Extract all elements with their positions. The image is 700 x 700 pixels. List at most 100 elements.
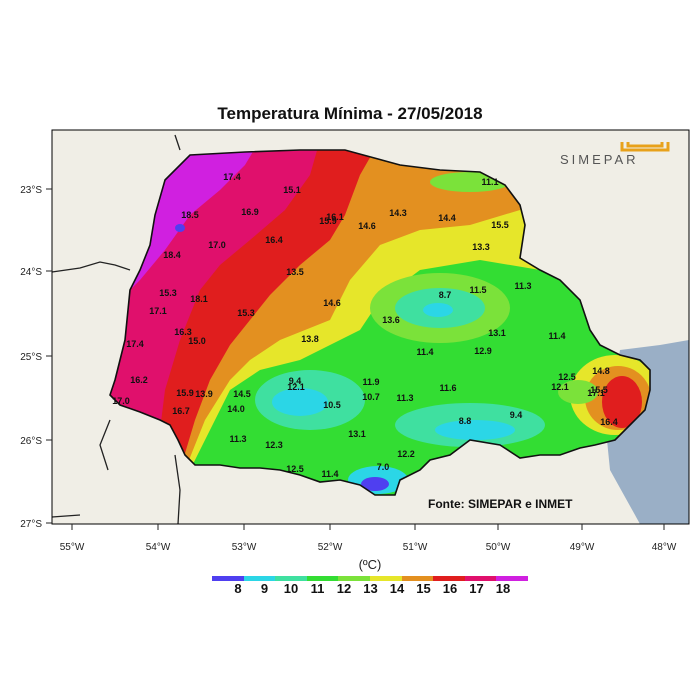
station-value: 13.1 (348, 429, 366, 439)
station-value: 12.2 (397, 449, 415, 459)
x-axis-label: 54°W (146, 542, 171, 553)
legend-tick-label: 16 (442, 581, 458, 596)
station-value: 12.5 (558, 372, 576, 382)
station-value: 11.6 (439, 383, 456, 393)
legend-unit: (ºC) (358, 557, 382, 572)
y-axis-label: 26°S (20, 436, 42, 447)
station-value: 9.4 (289, 376, 302, 386)
legend-swatch (464, 576, 497, 581)
station-value: 14.3 (389, 208, 407, 218)
station-value: 10.7 (362, 392, 380, 402)
station-value: 18.5 (181, 210, 199, 220)
station-value: 12.1 (287, 382, 305, 392)
station-value: 11.4 (548, 331, 565, 341)
station-value: 16.3 (174, 327, 192, 337)
x-axis-label: 55°W (60, 542, 85, 553)
station-value: 13.5 (286, 267, 304, 277)
station-value: 14.6 (358, 221, 376, 231)
state-borders (51, 134, 181, 525)
station-value: 7.0 (377, 462, 390, 472)
legend-tick-label: 14 (389, 581, 405, 596)
legend-swatch (433, 576, 465, 581)
station-value: 8.7 (439, 290, 452, 300)
station-value: 15.9 (319, 216, 337, 226)
station-value: 11.3 (396, 393, 413, 403)
legend-tick-label: 13 (363, 581, 378, 596)
map-frame (51, 129, 690, 525)
legend-tick-label: 11 (310, 581, 325, 596)
station-value: 15.5 (491, 220, 509, 230)
station-value: 15.3 (159, 288, 177, 298)
station-value: 9.4 (510, 410, 523, 420)
station-value: 14.0 (227, 404, 245, 414)
station-value: 13.6 (382, 315, 400, 325)
parana-outline (109, 149, 651, 496)
station-value: 13.3 (472, 242, 490, 252)
station-value: 11.4 (321, 469, 338, 479)
station-value: 10.5 (323, 400, 341, 410)
y-axis-label: 27°S (20, 519, 42, 530)
legend-tick-label: 10 (283, 581, 299, 596)
station-value: 14.4 (438, 213, 456, 223)
legend-colorbar (212, 576, 528, 581)
station-value: 15.3 (237, 308, 255, 318)
legend-swatch (275, 576, 307, 581)
station-value: 11.3 (514, 281, 531, 291)
station-value: 16.9 (241, 207, 259, 217)
legend-swatch (496, 576, 528, 581)
station-value: 15.5 (590, 385, 608, 395)
legend-swatch (212, 576, 244, 581)
legend-tick-label: 8 (234, 581, 242, 596)
legend-tick-label: 18 (495, 581, 511, 596)
y-axis: 23°S 24°S 25°S 26°S 27°S (20, 185, 52, 530)
x-axis-label: 50°W (486, 542, 511, 553)
station-value: 18.4 (163, 250, 181, 260)
legend-swatch (338, 576, 370, 581)
station-value: 11.3 (229, 434, 246, 444)
y-axis-label: 24°S (20, 267, 42, 278)
legend-tick-label: 17 (469, 581, 484, 596)
station-value: 16.4 (265, 235, 283, 245)
legend-swatch (369, 576, 402, 581)
legend-tick-label: 12 (336, 581, 352, 596)
y-axis-label: 25°S (20, 352, 42, 363)
legend-tick-label: 15 (416, 581, 431, 596)
station-value: 15.9 (176, 388, 194, 398)
x-axis: 55°W 54°W 53°W 52°W 51°W 50°W 49°W 48°W (60, 524, 677, 553)
station-value: 17.1 (149, 306, 167, 316)
station-value: 13.8 (301, 334, 319, 344)
x-axis-label: 51°W (403, 542, 428, 553)
station-value: 14.5 (233, 389, 251, 399)
station-value: 15.1 (283, 185, 301, 195)
station-value: 11.4 (416, 347, 433, 357)
station-value: 12.9 (474, 346, 492, 356)
y-axis-label: 23°S (20, 185, 42, 196)
station-value: 8.8 (459, 416, 472, 426)
station-value: 14.8 (592, 366, 610, 376)
legend-swatch (243, 576, 276, 581)
x-axis-label: 49°W (570, 542, 595, 553)
legend-swatch (401, 576, 434, 581)
logo-text: SIMEPAR (560, 152, 639, 167)
station-value: 16.7 (172, 406, 190, 416)
station-labels: 17.415.116.9 16.115.914.3 14.415.514.618.5… (112, 172, 618, 479)
simepar-logo: SIMEPAR (560, 140, 676, 170)
map-title: Temperatura Mínima - 27/05/2018 (217, 104, 483, 123)
station-value: 11.5 (469, 285, 486, 295)
x-axis-label: 48°W (652, 542, 677, 553)
legend-ticks: 8 9 10 11 12 13 14 15 16 17 18 (212, 581, 528, 599)
station-value: 17.4 (223, 172, 241, 182)
station-value: 14.6 (323, 298, 341, 308)
station-value: 11.9 (362, 377, 379, 387)
station-value: 18.1 (190, 294, 208, 304)
station-value: 13.9 (195, 389, 213, 399)
station-value: 17.1 (587, 388, 605, 398)
station-value: 12.3 (265, 440, 283, 450)
station-value: 13.1 (488, 328, 506, 338)
station-value: 12.1 (551, 382, 569, 392)
legend-tick-label: 9 (260, 581, 269, 596)
station-value: 15.0 (188, 336, 206, 346)
legend-swatch (306, 576, 339, 581)
x-axis-label: 52°W (318, 542, 343, 553)
